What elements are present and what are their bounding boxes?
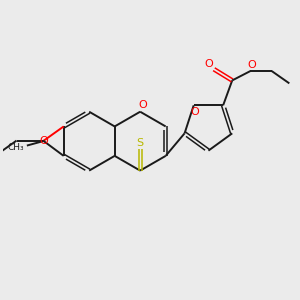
Text: O: O xyxy=(248,59,256,70)
Text: O: O xyxy=(204,59,213,69)
Text: S: S xyxy=(136,138,143,148)
Text: CH₃: CH₃ xyxy=(8,142,24,152)
Text: O: O xyxy=(138,100,147,110)
Text: O: O xyxy=(39,136,48,146)
Text: O: O xyxy=(191,107,200,117)
